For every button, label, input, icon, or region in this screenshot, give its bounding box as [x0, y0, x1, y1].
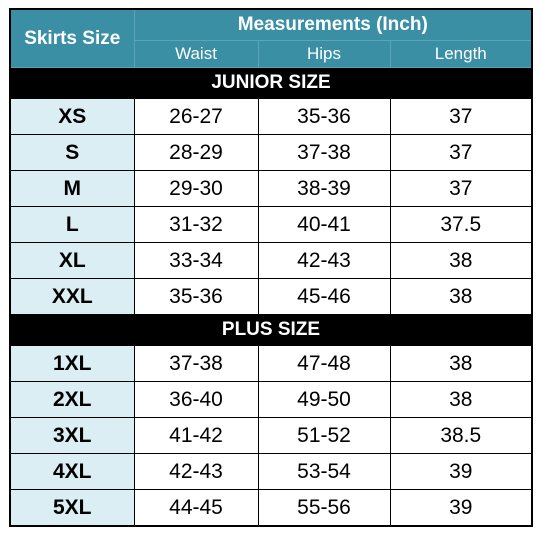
column-header: Length [389, 40, 533, 68]
size-cell: L [9, 206, 135, 243]
measure-cell: 38 [389, 345, 533, 382]
measure-cell: 42-43 [133, 453, 259, 490]
measure-cell: 51-52 [257, 417, 391, 454]
measure-cell: 35-36 [257, 98, 391, 135]
measure-cell: 28-29 [133, 134, 259, 171]
section-title: PLUS SIZE [9, 314, 533, 346]
measure-cell: 38-39 [257, 170, 391, 207]
size-row: 1XL 37-38 47-48 38 [9, 345, 533, 382]
measure-cell: 45-46 [257, 278, 391, 315]
measure-cell: 36-40 [133, 381, 259, 418]
measure-cell: 37-38 [133, 345, 259, 382]
measure-cell: 37.5 [389, 206, 533, 243]
header-row: Skirts Size Measurements (Inch) [9, 8, 533, 68]
size-row: XXL 35-36 45-46 38 [9, 278, 533, 315]
subheader-row: Waist Hips Length [10, 40, 533, 68]
measure-cell: 26-27 [133, 98, 259, 135]
size-row: 2XL 36-40 49-50 38 [9, 381, 533, 418]
size-row: 4XL 42-43 53-54 39 [9, 453, 533, 490]
measure-cell: 44-45 [133, 489, 259, 527]
size-row: 3XL 41-42 51-52 38.5 [9, 417, 533, 454]
measure-cell: 55-56 [257, 489, 391, 527]
measure-cell: 47-48 [257, 345, 391, 382]
measure-cell: 41-42 [133, 417, 259, 454]
measure-cell: 38 [389, 242, 533, 279]
column-header: Waist [133, 40, 259, 68]
size-cell: XL [9, 242, 135, 279]
size-table: Skirts Size Measurements (Inch) Waist Hip… [9, 8, 534, 527]
section-row: PLUS SIZE [9, 314, 533, 346]
measure-cell: 39 [389, 489, 533, 527]
measure-cell: 39 [389, 453, 533, 490]
measure-cell: 33-34 [133, 242, 259, 279]
size-row: L 31-32 40-41 37.5 [9, 206, 533, 243]
size-row: S 28-29 37-38 37 [9, 134, 533, 171]
size-header: Skirts Size [9, 8, 135, 68]
size-cell: S [9, 134, 135, 171]
measure-cell: 37 [389, 170, 533, 207]
measure-cell: 37 [389, 134, 533, 171]
size-cell: 4XL [9, 453, 135, 490]
size-row: 5XL 44-45 55-56 39 [9, 489, 533, 527]
size-cell: XS [9, 98, 135, 135]
measure-cell: 29-30 [133, 170, 259, 207]
column-header: Hips [257, 40, 391, 68]
size-cell: 3XL [9, 417, 135, 454]
size-row: XS 26-27 35-36 37 [9, 98, 533, 135]
table-body: Skirts Size Measurements (Inch) Waist Hip… [9, 8, 533, 527]
size-row: XL 33-34 42-43 38 [9, 242, 533, 279]
measure-cell: 42-43 [257, 242, 391, 279]
measure-cell: 38 [389, 381, 533, 418]
size-row: M 29-30 38-39 37 [9, 170, 533, 207]
measure-cell: 37-38 [257, 134, 391, 171]
measure-cell: 40-41 [257, 206, 391, 243]
size-cell: M [9, 170, 135, 207]
section-row: JUNIOR SIZE [9, 67, 533, 99]
measure-cell: 31-32 [133, 206, 259, 243]
measure-cell: 38 [389, 278, 533, 315]
measurements-header: Measurements (Inch) [133, 8, 533, 41]
size-cell: 2XL [9, 381, 135, 418]
measure-cell: 35-36 [133, 278, 259, 315]
measure-cell: 38.5 [389, 417, 533, 454]
measure-cell: 37 [389, 98, 533, 135]
measure-cell: 49-50 [257, 381, 391, 418]
size-cell: XXL [9, 278, 135, 315]
section-title: JUNIOR SIZE [9, 67, 533, 99]
size-cell: 5XL [9, 489, 135, 527]
measure-cell: 53-54 [257, 453, 391, 490]
size-cell: 1XL [9, 345, 135, 382]
